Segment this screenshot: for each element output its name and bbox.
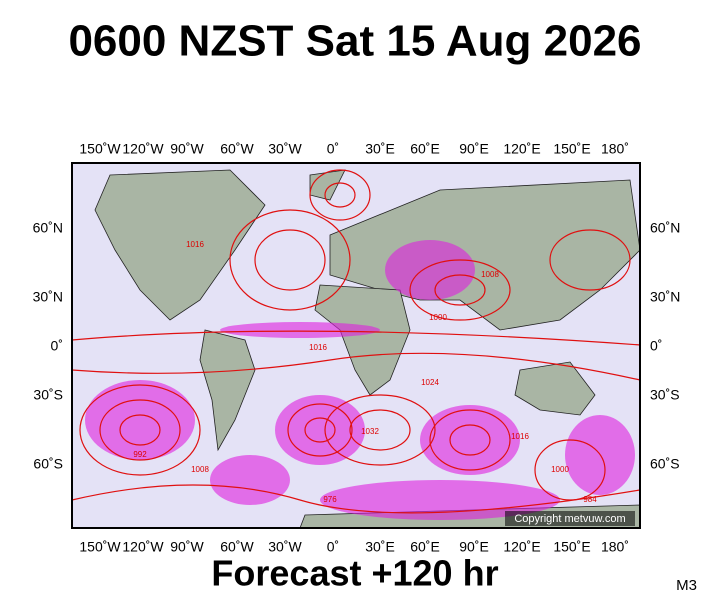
isobar-label: 1024 <box>421 378 439 387</box>
precipitation <box>85 240 635 520</box>
top-axis-label: 30˚W <box>268 141 302 157</box>
bottom-axis-label: 150˚W <box>79 539 121 555</box>
right-axis-label: 30˚N <box>650 289 680 305</box>
copyright-box <box>505 511 635 526</box>
isobar-label: 1008 <box>481 270 499 279</box>
isobar-label: 1032 <box>361 427 379 436</box>
top-axis-label: 60˚E <box>410 141 440 157</box>
bottom-axis-label: 90˚W <box>170 539 204 555</box>
isobar-label: 976 <box>323 495 337 504</box>
bottom-axis-label: 30˚E <box>365 539 395 555</box>
isobar-label: 1016 <box>186 240 204 249</box>
top-axis-label: 90˚E <box>459 141 489 157</box>
bottom-axis-label: 60˚W <box>220 539 254 555</box>
left-axis-label: 60˚N <box>33 220 63 236</box>
bottom-axis-label: 150˚E <box>553 539 590 555</box>
copyright: Copyright metvuw.com <box>514 513 625 525</box>
map-area: Copyright metvuw.com <box>71 162 641 529</box>
bottom-axis-label: 60˚E <box>410 539 440 555</box>
top-axis-label: 60˚W <box>220 141 254 157</box>
isobar-label: 1016 <box>309 343 327 352</box>
bottom-axis-label: 30˚W <box>268 539 302 555</box>
isobars <box>71 169 641 514</box>
bottom-axis-label: 120˚E <box>503 539 540 555</box>
forecast-label: Forecast +120 hr <box>211 553 498 594</box>
left-axis-label: 0˚ <box>51 338 63 354</box>
bottom-axis-label: 90˚E <box>459 539 489 555</box>
map-frame <box>71 162 641 529</box>
title: 0600 NZST Sat 15 Aug 2026 <box>68 17 641 66</box>
top-axis-label: 90˚W <box>170 141 204 157</box>
left-axis-label: 30˚S <box>33 387 63 403</box>
left-axis-label: 30˚N <box>33 289 63 305</box>
right-axis-label: 60˚S <box>650 456 680 472</box>
top-axis-label: 150˚E <box>553 141 590 157</box>
isobar-label: 984 <box>583 495 597 504</box>
bottom-axis-label: 180˚ <box>601 539 629 555</box>
bottom-axis-label: 0˚ <box>327 539 339 555</box>
isobar-label: 992 <box>133 450 147 459</box>
isobar-label: 1000 <box>429 313 447 322</box>
right-axis-label: 30˚S <box>650 387 680 403</box>
isobar-label: 1016 <box>511 432 529 441</box>
bottom-axis-label: 120˚W <box>122 539 164 555</box>
left-axis-label: 60˚S <box>33 456 63 472</box>
top-axis-label: 0˚ <box>327 141 339 157</box>
model-label: M3 <box>676 577 697 594</box>
top-axis-label: 180˚ <box>601 141 629 157</box>
isobar-label: 1008 <box>191 465 209 474</box>
top-axis-label: 30˚E <box>365 141 395 157</box>
top-axis-label: 120˚E <box>503 141 540 157</box>
right-axis-label: 60˚N <box>650 220 680 236</box>
top-axis-label: 150˚W <box>79 141 121 157</box>
right-axis-label: 0˚ <box>650 338 662 354</box>
isobar-label: 1000 <box>551 465 569 474</box>
top-axis-label: 120˚W <box>122 141 164 157</box>
